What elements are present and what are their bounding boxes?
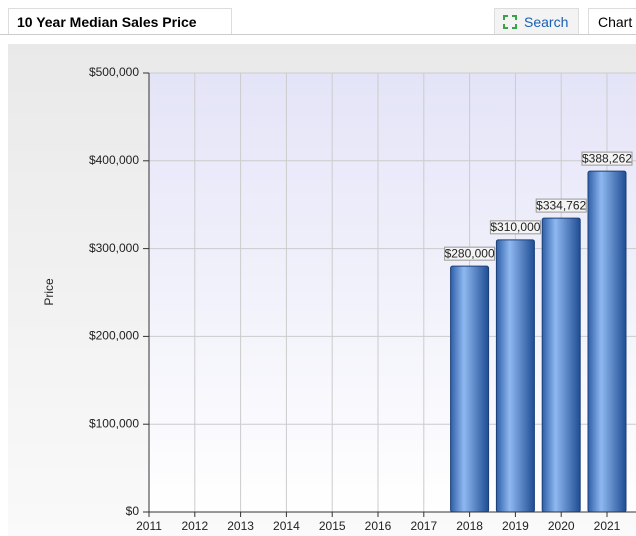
value-label-box xyxy=(581,151,633,166)
value-label-box xyxy=(489,220,541,235)
bar xyxy=(495,239,535,513)
x-tick-label: 2012 xyxy=(181,519,208,533)
chart-tab[interactable]: Chart xyxy=(588,8,636,34)
x-tick-label: 2016 xyxy=(365,519,392,533)
bar xyxy=(587,170,627,513)
y-tick-label: $200,000 xyxy=(89,329,139,343)
bar xyxy=(450,265,490,513)
x-tick-label: 2021 xyxy=(594,519,621,533)
x-tick-label: 2020 xyxy=(548,519,575,533)
x-tick-label: 2019 xyxy=(502,519,529,533)
y-tick-label: $0 xyxy=(126,504,140,518)
value-label: $280,000 xyxy=(445,246,495,260)
y-axis-label: Price xyxy=(42,278,56,306)
search-icon xyxy=(503,15,517,29)
x-tick-label: 2018 xyxy=(456,519,483,533)
x-tick-label: 2011 xyxy=(136,519,162,533)
value-label: $310,000 xyxy=(490,220,540,234)
x-tick-label: 2013 xyxy=(227,519,254,533)
y-tick-label: $300,000 xyxy=(89,241,139,255)
search-label: Search xyxy=(524,14,569,30)
y-tick-label: $100,000 xyxy=(89,416,139,430)
x-tick-label: 2017 xyxy=(410,519,437,533)
value-label-box xyxy=(444,246,496,261)
value-label: $388,262 xyxy=(582,151,632,165)
value-label: $334,762 xyxy=(536,198,586,212)
y-tick-label: $500,000 xyxy=(89,65,139,79)
bar xyxy=(541,217,581,513)
y-tick-label: $400,000 xyxy=(89,153,139,167)
value-label-box xyxy=(535,198,587,213)
x-tick-label: 2015 xyxy=(319,519,346,533)
page-title: 10 Year Median Sales Price xyxy=(8,8,232,34)
divider xyxy=(0,34,636,35)
x-tick-label: 2014 xyxy=(273,519,300,533)
search-button[interactable]: Search xyxy=(494,8,579,34)
